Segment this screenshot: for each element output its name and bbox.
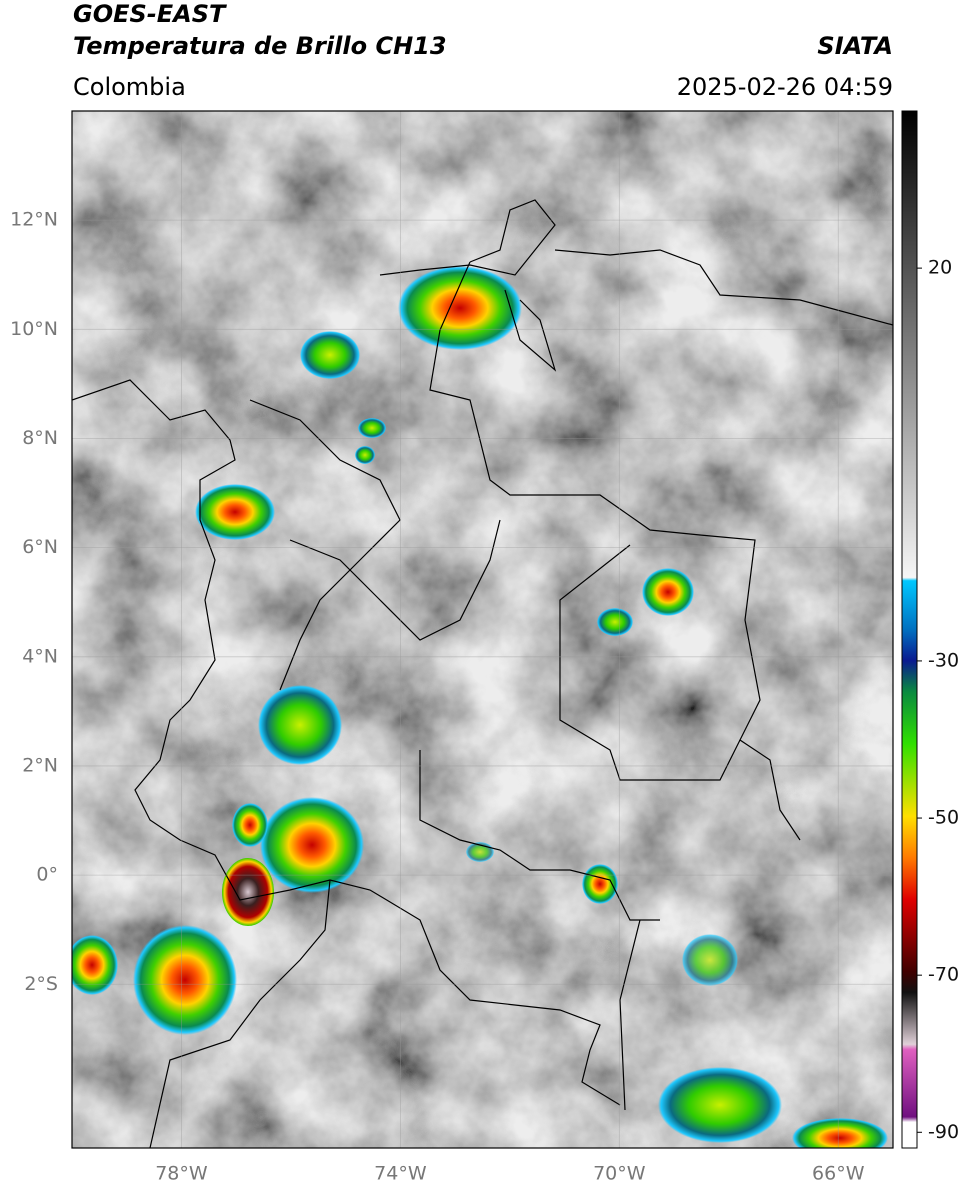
- lon-label: 78°W: [155, 1163, 208, 1185]
- lon-label: 70°W: [593, 1163, 646, 1185]
- map-frame: [71, 110, 894, 1149]
- lat-label: 12°N: [10, 209, 58, 231]
- colorbar-tick-label: -30: [928, 649, 959, 671]
- map-image: [72, 111, 893, 1148]
- lat-label: 2°N: [22, 754, 58, 776]
- datetime: 2025-02-26 04:59: [677, 73, 893, 101]
- borders: [72, 199, 893, 1148]
- product: Temperatura de Brillo CH13: [73, 32, 447, 60]
- colorbar-tick-label: -70: [928, 964, 959, 986]
- lat-label: 2°S: [24, 973, 58, 995]
- grid: [72, 111, 893, 1148]
- colorbar: [901, 110, 918, 1149]
- storm-cells: [72, 266, 888, 1148]
- colorbar-tick-label: -90: [928, 1121, 959, 1143]
- lat-label: 10°N: [10, 318, 58, 340]
- colorbar-tick-label: -50: [928, 807, 959, 829]
- region: Colombia: [73, 73, 186, 101]
- lat-label: 0°: [36, 864, 58, 886]
- lat-label: 6°N: [22, 536, 58, 558]
- lat-label: 8°N: [22, 427, 58, 449]
- lon-label: 74°W: [374, 1163, 427, 1185]
- lon-label: 66°W: [812, 1163, 865, 1185]
- satellite: GOES-EAST: [73, 0, 227, 28]
- colorbar-tick-label: 20: [928, 257, 952, 279]
- source: SIATA: [817, 32, 893, 60]
- lat-label: 4°N: [22, 645, 58, 667]
